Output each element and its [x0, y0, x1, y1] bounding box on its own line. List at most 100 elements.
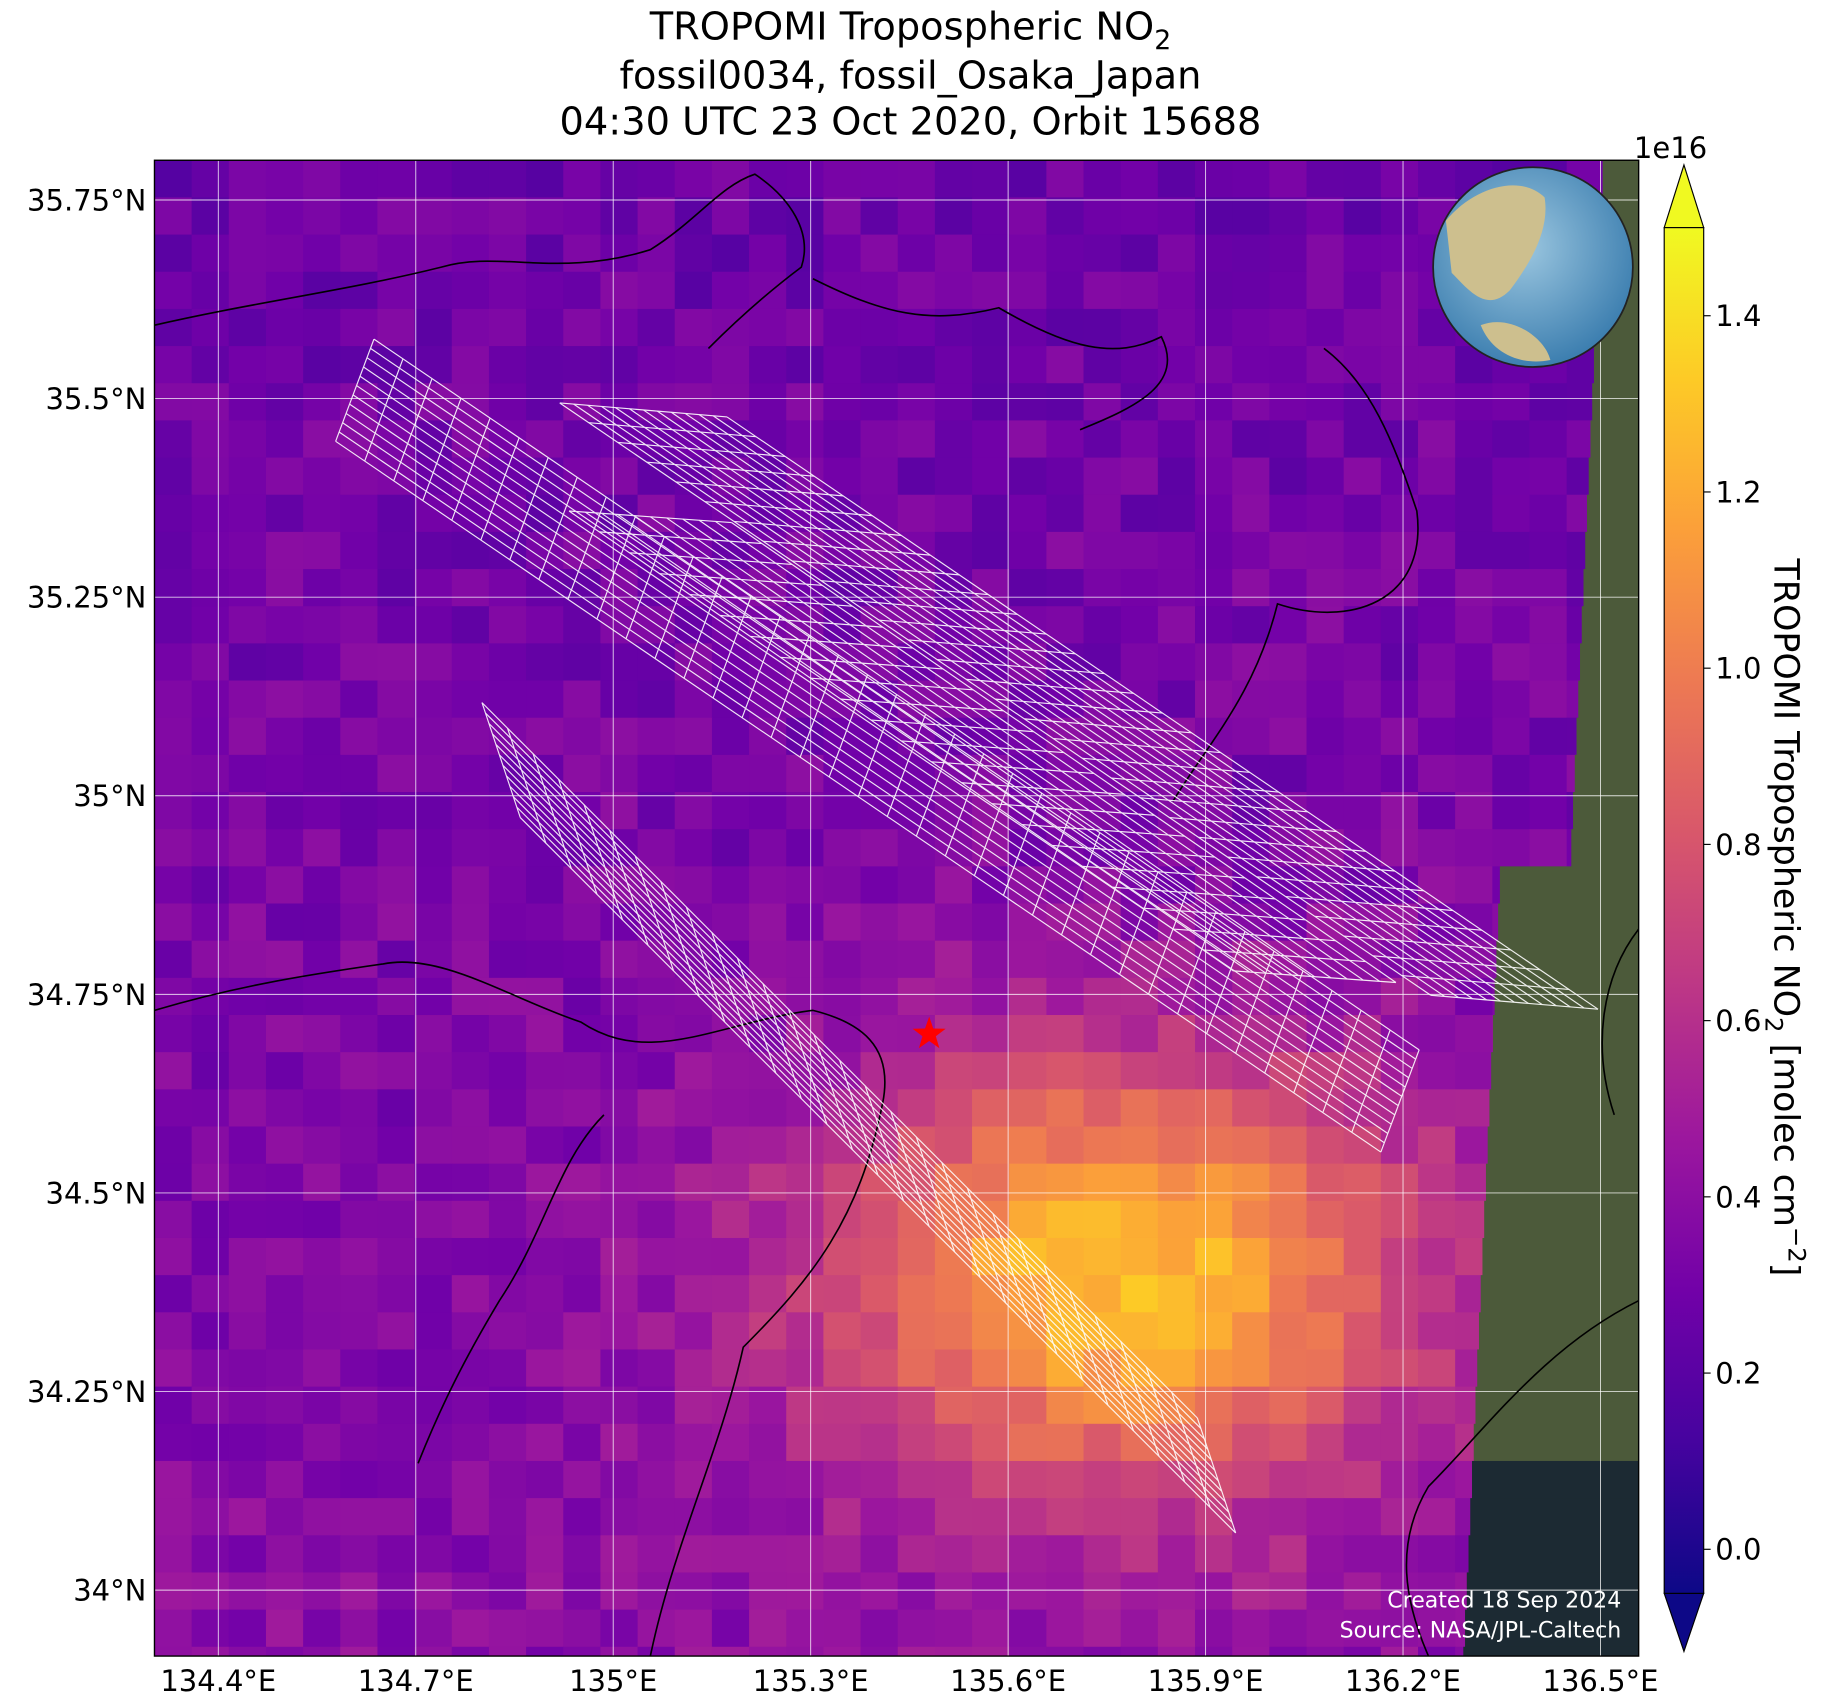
field-cell	[897, 1349, 936, 1388]
field-cell	[1343, 606, 1382, 644]
field-cell	[414, 829, 453, 867]
field-cell	[1195, 271, 1233, 310]
field-cell	[711, 754, 750, 793]
field-cell	[1380, 160, 1419, 199]
field-cell	[674, 1572, 713, 1611]
field-cell	[674, 1498, 713, 1536]
footprint-line	[857, 694, 898, 797]
footprint-line	[568, 510, 1234, 972]
field-cell	[749, 829, 787, 867]
field-cell	[488, 1163, 527, 1202]
field-cell	[600, 643, 639, 682]
field-cell	[1306, 1237, 1345, 1276]
footprint-line	[660, 881, 700, 997]
field-cell	[1492, 792, 1531, 830]
field-cell	[1157, 1052, 1196, 1090]
field-cell	[1232, 271, 1270, 310]
footprint-line	[726, 416, 1599, 1010]
field-cell	[674, 680, 713, 719]
field-cell	[563, 1015, 602, 1053]
field-cell	[377, 1535, 416, 1574]
field-cell	[786, 1126, 824, 1165]
field-cell	[191, 1349, 230, 1388]
field-cell	[749, 1275, 787, 1313]
land-tile	[1482, 1237, 1639, 1277]
land-tile	[1499, 866, 1639, 905]
field-cell	[377, 940, 416, 979]
field-cell	[1195, 643, 1233, 682]
field-cell	[1306, 717, 1345, 756]
field-cell	[934, 1312, 973, 1351]
field-cell	[265, 1646, 304, 1657]
y-tick-label: 34.75°N	[27, 978, 146, 1012]
field-cell	[154, 940, 193, 979]
field-cell	[1232, 1275, 1270, 1313]
field-cell	[1232, 383, 1270, 421]
footprint-line	[685, 906, 726, 1023]
field-cell	[526, 1460, 564, 1499]
field-cell	[1380, 1572, 1419, 1611]
field-cell	[1380, 383, 1419, 421]
field-cell	[1418, 643, 1456, 682]
footprint-line	[941, 1162, 981, 1278]
field-cell	[451, 271, 490, 310]
field-cell	[934, 977, 973, 1016]
field-cell	[1046, 940, 1085, 979]
field-cell	[711, 866, 750, 905]
field-cell	[1269, 1386, 1308, 1425]
footprint-line	[736, 957, 777, 1074]
field-cell	[1343, 1163, 1382, 1202]
field-cell	[972, 1089, 1010, 1128]
field-cell	[191, 420, 230, 459]
field-cell	[303, 494, 341, 533]
field-cell	[1195, 977, 1233, 1016]
field-cell	[1009, 1460, 1047, 1499]
field-cell	[1269, 346, 1308, 384]
field-cell	[228, 1423, 267, 1462]
field-cell	[1009, 1052, 1047, 1090]
field-cell	[154, 1535, 193, 1574]
field-cell	[749, 1386, 787, 1425]
field-cell	[1418, 1089, 1456, 1128]
field-cell	[823, 234, 862, 273]
field-cell	[1418, 494, 1456, 533]
field-cell	[563, 1163, 602, 1202]
field-cell	[526, 680, 564, 719]
field-cell	[934, 1275, 973, 1313]
field-cell	[1195, 457, 1233, 496]
field-cell	[1157, 271, 1196, 310]
field-cell	[711, 1498, 750, 1536]
field-cell	[1343, 1423, 1382, 1462]
field-cell	[340, 1423, 379, 1462]
field-cell	[1418, 1498, 1456, 1536]
field-cell	[228, 569, 267, 607]
field-cell	[265, 1312, 304, 1351]
field-cell	[340, 457, 379, 496]
field-cell	[265, 457, 304, 496]
field-cell	[1343, 1460, 1382, 1499]
field-cell	[600, 754, 639, 793]
field-cell	[1232, 680, 1270, 719]
field-cell	[1009, 383, 1047, 421]
field-cell	[1195, 1535, 1233, 1574]
footprint-line	[363, 366, 1410, 1079]
field-cell	[303, 903, 341, 942]
field-cell	[377, 1163, 416, 1202]
field-cell	[1009, 1423, 1047, 1462]
field-cell	[1083, 383, 1122, 421]
field-cell	[191, 1535, 230, 1574]
field-cell	[340, 271, 379, 310]
land-tile	[1592, 383, 1639, 422]
field-cell	[265, 1163, 304, 1202]
field-cell	[451, 829, 490, 867]
field-cell	[1157, 1572, 1196, 1611]
field-cell	[1046, 1498, 1085, 1536]
field-cell	[600, 383, 639, 421]
field-cell	[972, 531, 1010, 570]
field-cell	[934, 1609, 973, 1648]
footprint-line	[992, 1213, 1032, 1329]
field-cell	[488, 346, 527, 384]
field-cell	[303, 1609, 341, 1648]
field-cell	[563, 383, 602, 421]
field-cell	[1046, 1386, 1085, 1425]
